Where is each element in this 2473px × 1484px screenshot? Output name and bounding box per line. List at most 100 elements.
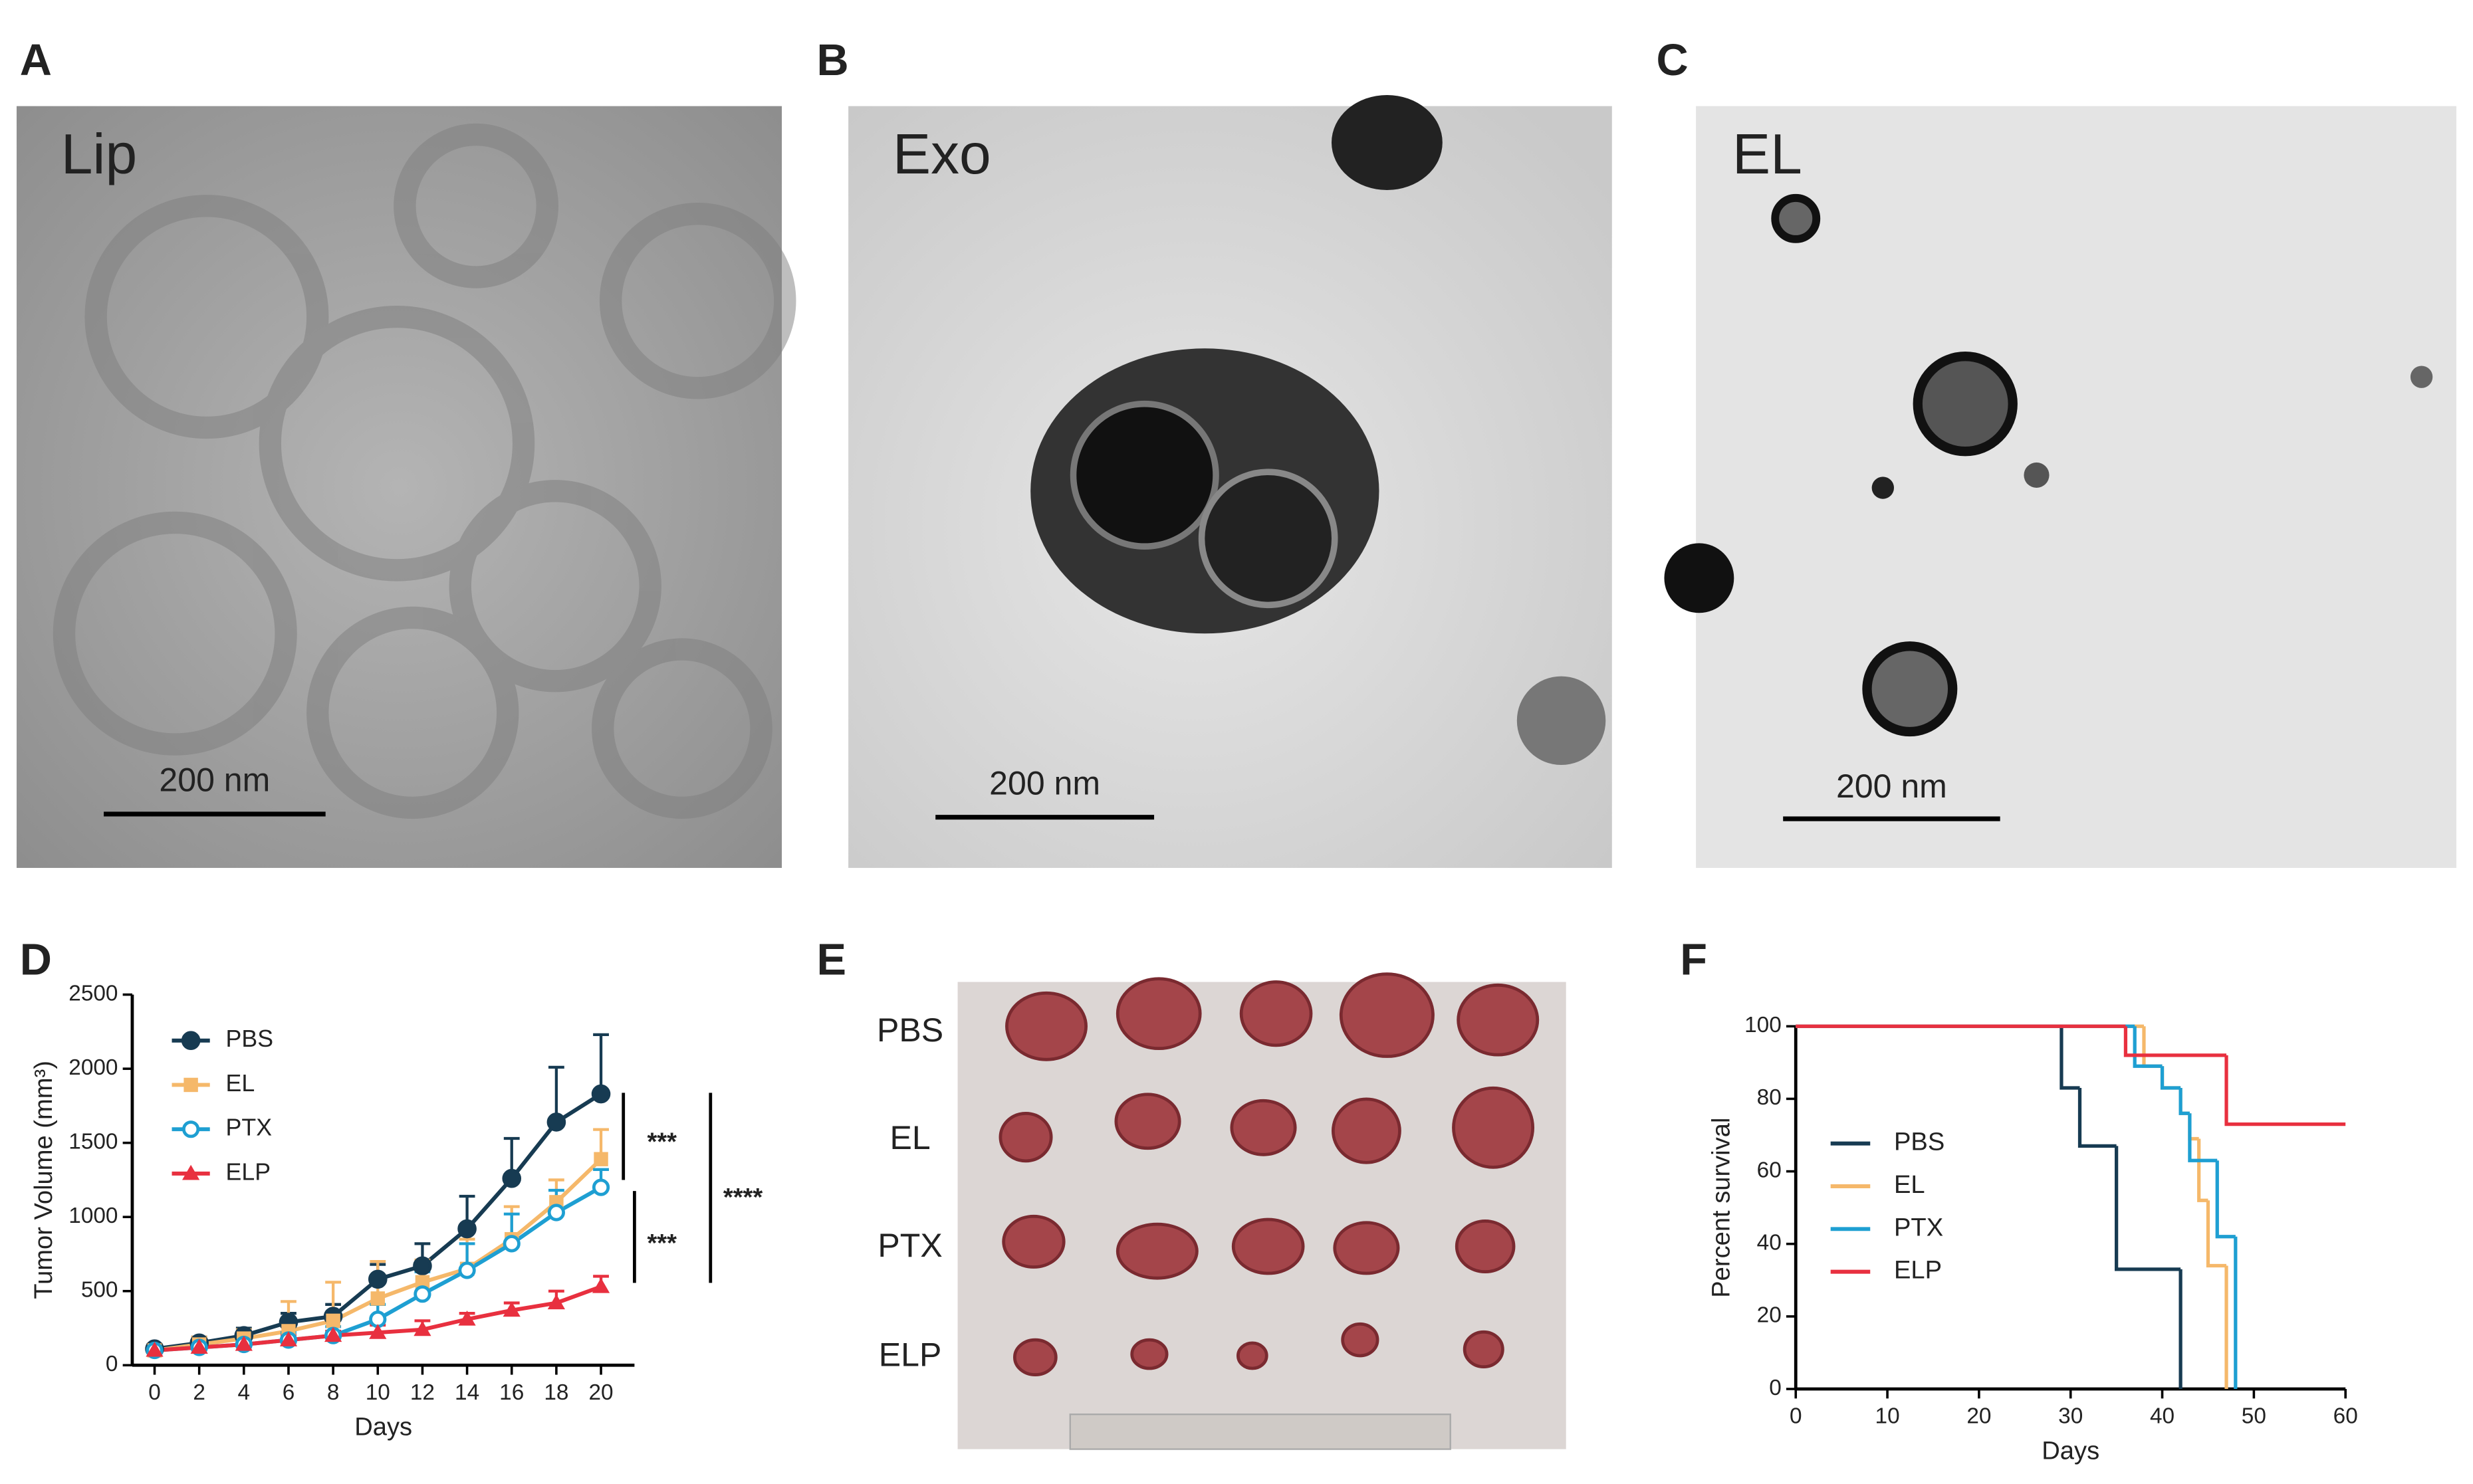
micrograph-label: Lip bbox=[61, 122, 137, 186]
point bbox=[594, 1152, 608, 1166]
legend-label: PBS bbox=[226, 1025, 274, 1052]
row-label: EL bbox=[889, 1119, 930, 1156]
point bbox=[190, 1338, 208, 1354]
legend-label: EL bbox=[226, 1070, 255, 1097]
micrograph-a bbox=[16, 106, 796, 868]
panel-label: F bbox=[1680, 936, 1707, 985]
survival-step bbox=[2160, 1066, 2181, 1090]
x-tick-label: 14 bbox=[455, 1380, 479, 1405]
y-tick-label: 1000 bbox=[68, 1204, 118, 1228]
point bbox=[368, 1269, 388, 1289]
point bbox=[370, 1291, 386, 1306]
x-tick-label: 10 bbox=[1875, 1404, 1900, 1429]
scale-bar-label: 200 nm bbox=[159, 761, 270, 798]
x-tick-label: 20 bbox=[1966, 1404, 1991, 1429]
x-tick-label: 60 bbox=[2333, 1404, 2358, 1429]
panel-label: B bbox=[816, 36, 848, 85]
survival-step bbox=[2188, 1113, 2218, 1162]
y-axis-title: Percent survival bbox=[1707, 1118, 1736, 1298]
survival-step bbox=[2160, 1066, 2181, 1090]
point bbox=[413, 1321, 431, 1336]
y-tick-label: 500 bbox=[81, 1278, 118, 1303]
y-tick-label: 60 bbox=[1757, 1158, 1782, 1182]
point bbox=[146, 1341, 164, 1357]
legend-marker bbox=[182, 1164, 200, 1180]
panel-label: E bbox=[816, 936, 846, 985]
y-tick-label: 40 bbox=[1757, 1231, 1782, 1255]
y-tick-label: 20 bbox=[1757, 1303, 1782, 1328]
micrograph-c bbox=[1664, 106, 2457, 868]
legend-label: PTX bbox=[226, 1114, 273, 1141]
x-tick-label: 20 bbox=[588, 1380, 613, 1405]
point bbox=[591, 1084, 611, 1104]
y-tick-label: 2000 bbox=[68, 1055, 118, 1080]
x-tick-label: 50 bbox=[2242, 1404, 2266, 1429]
point bbox=[503, 1301, 521, 1317]
legend-label: EL bbox=[1894, 1170, 1925, 1199]
y-tick-label: 100 bbox=[1744, 1013, 1782, 1037]
survival-step bbox=[2179, 1088, 2190, 1115]
point bbox=[413, 1285, 431, 1303]
significance-label: *** bbox=[647, 1128, 677, 1156]
tumor-photo bbox=[957, 972, 1566, 1450]
legend-label: ELP bbox=[1894, 1256, 1942, 1285]
survival-step bbox=[2060, 1026, 2080, 1090]
row-label: PTX bbox=[878, 1227, 942, 1264]
point bbox=[547, 1204, 565, 1221]
point bbox=[458, 1311, 476, 1326]
y-tick-label: 0 bbox=[1769, 1376, 1782, 1400]
point bbox=[369, 1324, 387, 1339]
point bbox=[413, 1256, 432, 1276]
survival-step bbox=[2142, 1026, 2163, 1068]
survival-step bbox=[2224, 1055, 2346, 1126]
survival-step bbox=[2197, 1138, 2208, 1202]
x-tick-label: 10 bbox=[366, 1380, 390, 1405]
x-tick-label: 0 bbox=[148, 1380, 161, 1405]
point bbox=[457, 1219, 477, 1239]
x-axis-title: Days bbox=[2042, 1436, 2099, 1465]
survival-step bbox=[2215, 1160, 2236, 1239]
significance-label: **** bbox=[723, 1183, 763, 1212]
panel-label: C bbox=[1657, 36, 1689, 85]
micrograph-label: EL bbox=[1732, 122, 1802, 186]
row-label: ELP bbox=[879, 1336, 942, 1374]
legend-marker bbox=[182, 1120, 200, 1138]
point bbox=[235, 1335, 253, 1351]
x-tick-label: 4 bbox=[238, 1380, 251, 1405]
micrograph-label: Exo bbox=[893, 122, 991, 186]
point bbox=[326, 1313, 340, 1328]
point bbox=[546, 1113, 566, 1132]
y-tick-label: 1500 bbox=[68, 1129, 118, 1154]
significance-label: *** bbox=[647, 1229, 677, 1257]
point bbox=[592, 1277, 610, 1293]
point bbox=[415, 1275, 430, 1290]
y-tick-label: 2500 bbox=[68, 981, 118, 1006]
x-tick-label: 6 bbox=[283, 1380, 295, 1405]
survival-step bbox=[2123, 1026, 2227, 1057]
y-axis-title: Tumor Volume (mm³) bbox=[29, 1061, 58, 1299]
panel-label: A bbox=[20, 36, 52, 85]
point bbox=[592, 1178, 610, 1196]
scale-bar-label: 200 nm bbox=[989, 764, 1100, 801]
legend-marker bbox=[181, 1031, 201, 1051]
point bbox=[547, 1294, 565, 1310]
survival-step bbox=[2206, 1200, 2227, 1268]
legend-label: PTX bbox=[1894, 1213, 1943, 1241]
x-tick-label: 0 bbox=[1790, 1404, 1802, 1429]
y-tick-label: 80 bbox=[1757, 1085, 1782, 1110]
micrograph-b bbox=[848, 94, 1612, 868]
y-tick-label: 0 bbox=[106, 1352, 118, 1376]
legend-label: PBS bbox=[1894, 1128, 1944, 1156]
point bbox=[458, 1261, 476, 1279]
point bbox=[279, 1331, 298, 1346]
point bbox=[502, 1168, 522, 1188]
x-tick-label: 12 bbox=[410, 1380, 435, 1405]
legend-label: ELP bbox=[226, 1158, 271, 1185]
x-tick-label: 30 bbox=[2058, 1404, 2083, 1429]
row-label: PBS bbox=[877, 1011, 943, 1049]
x-tick-label: 40 bbox=[2150, 1404, 2175, 1429]
x-tick-label: 2 bbox=[193, 1380, 205, 1405]
x-tick-label: 8 bbox=[327, 1380, 340, 1405]
survival-step bbox=[2115, 1146, 2181, 1271]
